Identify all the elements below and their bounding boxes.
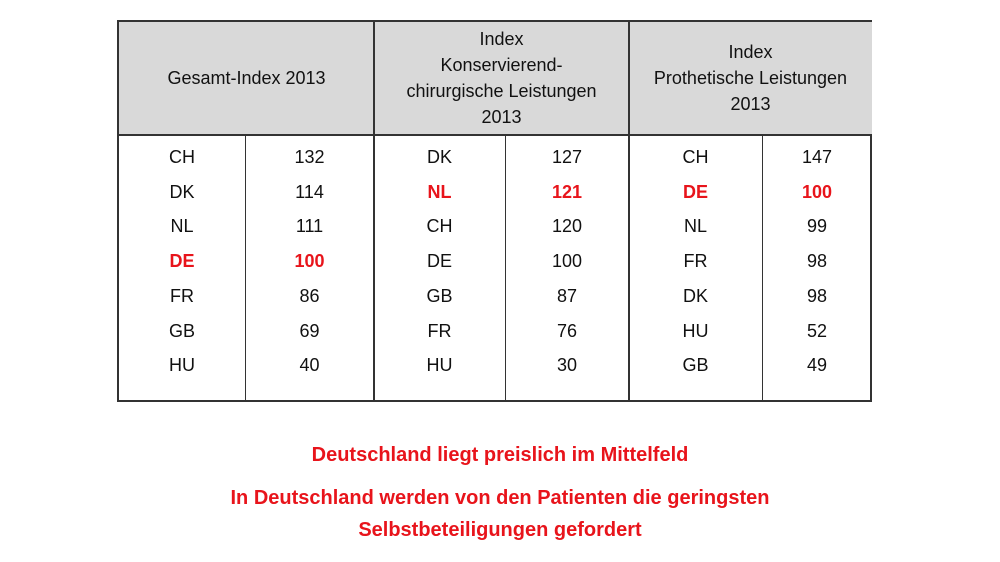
value-cell: 49 xyxy=(806,355,828,376)
column-header: Index Prothetische Leistungen 2013 xyxy=(629,22,872,136)
value-cell: 40 xyxy=(299,355,320,376)
country-cell: FR xyxy=(170,285,194,306)
country-cell: DK xyxy=(682,285,708,306)
country-cell: CH xyxy=(169,147,195,167)
country-cell: FR xyxy=(427,320,452,341)
header-line: Gesamt-Index 2013 xyxy=(167,68,326,88)
country-cell: GB xyxy=(168,320,195,341)
value-cell: 147 xyxy=(801,147,833,167)
value-cell: 127 xyxy=(551,147,583,167)
group-divider xyxy=(628,22,630,400)
value-cell: 30 xyxy=(556,355,578,376)
value-cell: 114 xyxy=(295,181,324,202)
country-cell: NL xyxy=(683,216,707,237)
value-cell: 86 xyxy=(299,285,320,306)
column-header: Gesamt-Index 2013 xyxy=(119,22,374,136)
value-cell: 87 xyxy=(556,285,578,306)
value-cell: 52 xyxy=(806,320,828,341)
country-cell: HU xyxy=(426,355,453,376)
value-cell: 99 xyxy=(806,216,828,237)
column-divider xyxy=(505,136,506,400)
value-cell: 111 xyxy=(295,216,324,237)
value-cell: 76 xyxy=(556,320,578,341)
value-cell: 132 xyxy=(294,147,325,167)
footer-line: Deutschland liegt preislich im Mittelfel… xyxy=(311,444,689,466)
group-divider xyxy=(373,22,375,400)
column-header: Index Konservierend-chirurgische Leistung… xyxy=(374,22,629,136)
country-cell: DE xyxy=(682,181,708,202)
header-line: chirurgische Leistungen xyxy=(406,81,597,101)
value-cell: 100 xyxy=(551,251,583,272)
country-cell: CH xyxy=(682,147,709,167)
table: Gesamt-Index 2013 CH 132 DK 114 NL 111 DE 100 FR 8… xyxy=(117,20,872,402)
country-cell: CH xyxy=(426,216,453,237)
header-line: 2013 xyxy=(481,107,522,127)
value-cell: 98 xyxy=(806,285,828,306)
country-cell: DE xyxy=(426,251,452,272)
country-cell: HU xyxy=(169,355,195,376)
country-cell: NL xyxy=(427,181,452,202)
country-cell: GB xyxy=(682,355,709,376)
column-divider xyxy=(762,136,763,400)
country-cell: GB xyxy=(426,285,453,306)
country-cell: HU xyxy=(682,320,709,341)
value-cell: 120 xyxy=(551,216,583,237)
column-divider xyxy=(245,136,246,400)
value-cell: 69 xyxy=(299,320,320,341)
footer-line: Selbstbeteiligungen gefordert xyxy=(358,519,642,541)
header-line: Konservierend- xyxy=(440,55,563,75)
header-line: 2013 xyxy=(730,94,771,114)
value-cell: 121 xyxy=(551,181,583,202)
header-line: Prothetische Leistungen xyxy=(653,68,848,88)
country-cell: DK xyxy=(169,181,195,202)
country-cell: FR xyxy=(683,251,708,272)
header-line: Index xyxy=(728,42,773,62)
country-cell: NL xyxy=(170,216,194,237)
header-line: Index xyxy=(479,29,524,49)
value-cell: 98 xyxy=(806,251,828,272)
value-cell: 100 xyxy=(294,251,325,272)
value-cell: 100 xyxy=(801,181,833,202)
footer-line: In Deutschland werden von den Patienten … xyxy=(230,487,770,509)
country-cell: DE xyxy=(169,251,195,272)
country-cell: DK xyxy=(426,147,452,167)
